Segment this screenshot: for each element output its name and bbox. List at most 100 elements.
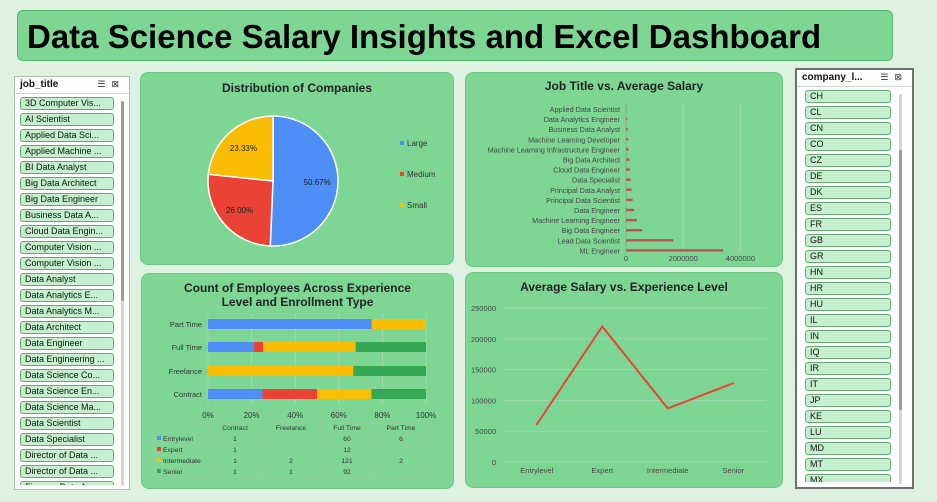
x-tick-label: 4000000 [726,254,755,263]
slicer-item[interactable]: Data Architect [20,321,114,334]
table-cell: 60 [343,436,351,443]
slicer-item[interactable]: JP [805,394,891,407]
slicer-item[interactable]: IR [805,362,891,375]
stacked-bar-segment [263,342,356,352]
bar [626,117,628,121]
bar [626,148,629,151]
bar [626,178,631,181]
slicer-item[interactable]: Data Engineering ... [20,353,114,366]
bar [626,249,724,252]
slicer-item[interactable]: Data Analytics E... [20,289,114,302]
slicer-item[interactable]: IT [805,378,891,391]
slicer-item[interactable]: Big Data Architect [20,177,114,190]
slicer-item[interactable]: Data Analyst [20,273,114,286]
slicer-item[interactable]: IQ [805,346,891,359]
x-tick-label: 80% [374,411,390,420]
slicer-item[interactable]: Data Scientist [20,417,114,430]
experience-enrollment-chart-panel[interactable]: Count of Employees Across Experience Lev… [141,273,454,489]
slicer-item[interactable]: Computer Vision ... [20,241,114,254]
company-location-slicer[interactable]: company_l... ☰⊠ CH CL CN CO CZ DE DK ES FR GB GR HN… [795,68,914,489]
slicer-item[interactable]: Director of Data ... [20,465,114,478]
slicer-item[interactable]: CN [805,122,891,135]
chart-title: Average Salary vs. Experience Level [520,280,728,294]
stacked-bar-segment [371,389,426,399]
slicer-item[interactable]: Business Data A... [20,209,114,222]
slicer-item[interactable]: CZ [805,154,891,167]
slicer-item[interactable]: IN [805,330,891,343]
data-point [601,325,604,328]
slicer-item[interactable]: Cloud Data Engin... [20,225,114,238]
legend-label: Medium [407,170,436,179]
slicer-item[interactable]: Finance Data A... [20,481,114,485]
stacked-bar-segment [353,366,426,376]
slicer-item[interactable]: Data Science Co... [20,369,114,382]
x-tick-label: 40% [287,411,303,420]
slicer-item[interactable]: Data Engineer [20,337,114,350]
table-cell: 1 [289,469,293,476]
x-tick-label: 20% [244,411,260,420]
experience-salary-chart-panel[interactable]: Average Salary vs. Experience Level 0 500… [465,272,783,488]
table-header: Full Time [333,425,361,432]
slicer-item[interactable]: Applied Data Sci... [20,129,114,142]
slicer-item[interactable]: AI Scientist [20,113,114,126]
y-tick-label: Principal Data Scientist [546,196,620,205]
x-tick-label: 60% [331,411,347,420]
slicer-item[interactable]: IL [805,314,891,327]
slicer-scroll-thumb[interactable] [121,101,124,301]
slicer-item[interactable]: GR [805,250,891,263]
clear-filter-icon[interactable]: ⊠ [894,72,908,82]
slicer-item[interactable]: LU [805,426,891,439]
slicer-item[interactable]: GB [805,234,891,247]
slicer-item[interactable]: 3D Computer Vis... [20,97,114,110]
multi-select-icon[interactable]: ☰ [97,79,112,89]
table-cell: 1 [233,469,237,476]
slicer-item[interactable]: Data Specialist [20,433,114,446]
table-legend-swatch [157,447,161,451]
pie-chart: 50.67% 26.00% 23.33% Large Medium Small [207,115,436,247]
slicer-item[interactable]: Data Science Ma... [20,401,114,414]
stacked-bar-segment [317,389,372,399]
pie-data-label: 26.00% [226,206,253,215]
clear-filter-icon[interactable]: ⊠ [111,79,125,89]
slicer-item[interactable]: DE [805,170,891,183]
slicer-item[interactable]: MT [805,458,891,471]
slicer-item[interactable]: ES [805,202,891,215]
slicer-item[interactable]: Applied Machine ... [20,145,114,158]
pie-chart-panel[interactable]: Distribution of Companies 50.67% 26.00% 23… [140,72,454,265]
slicer-item[interactable]: Data Analytics M... [20,305,114,318]
slicer-item[interactable]: HU [805,298,891,311]
slicer-scroll-thumb[interactable] [899,150,902,410]
slicer-item[interactable]: Computer Vision ... [20,257,114,270]
legend-swatch [400,172,404,176]
y-tick-label: Full Time [172,343,202,352]
table-row-label: Expert [163,447,183,454]
slicer-item[interactable]: Director of Data ... [20,449,114,462]
y-tick-label: Machine Learning Developer [528,135,621,144]
slicer-item[interactable]: Big Data Engineer [20,193,114,206]
slicer-item[interactable]: MX [805,474,891,482]
job-title-slicer[interactable]: job_title ☰⊠ 3D Computer Vis... AI Scient… [14,76,130,490]
slicer-item[interactable]: HR [805,282,891,295]
slicer-item[interactable]: Data Science En... [20,385,114,398]
table-cell: 1 [233,458,237,465]
y-tick-label: 0 [492,458,496,467]
slicer-item[interactable]: FR [805,218,891,231]
table-header: Contract [222,425,248,432]
slicer-item[interactable]: HN [805,266,891,279]
x-tick-label: 2000000 [669,254,698,263]
slicer-header: company_l... ☰⊠ [797,70,912,87]
legend-swatch [400,141,404,145]
table-cell: 6 [399,436,403,443]
slicer-item[interactable]: CO [805,138,891,151]
slicer-item[interactable]: KE [805,410,891,423]
slicer-item[interactable]: CH [805,90,891,103]
x-tick-label: Senior [722,466,744,475]
table-header: Part Time [386,425,415,432]
slicer-item[interactable]: DK [805,186,891,199]
slicer-item[interactable]: CL [805,106,891,119]
slicer-item[interactable]: BI Data Analyst [20,161,114,174]
multi-select-icon[interactable]: ☰ [880,72,895,82]
job-salary-chart-panel[interactable]: Job Title vs. Average Salary 0 2000000 400… [465,72,783,267]
slicer-item[interactable]: MD [805,442,891,455]
